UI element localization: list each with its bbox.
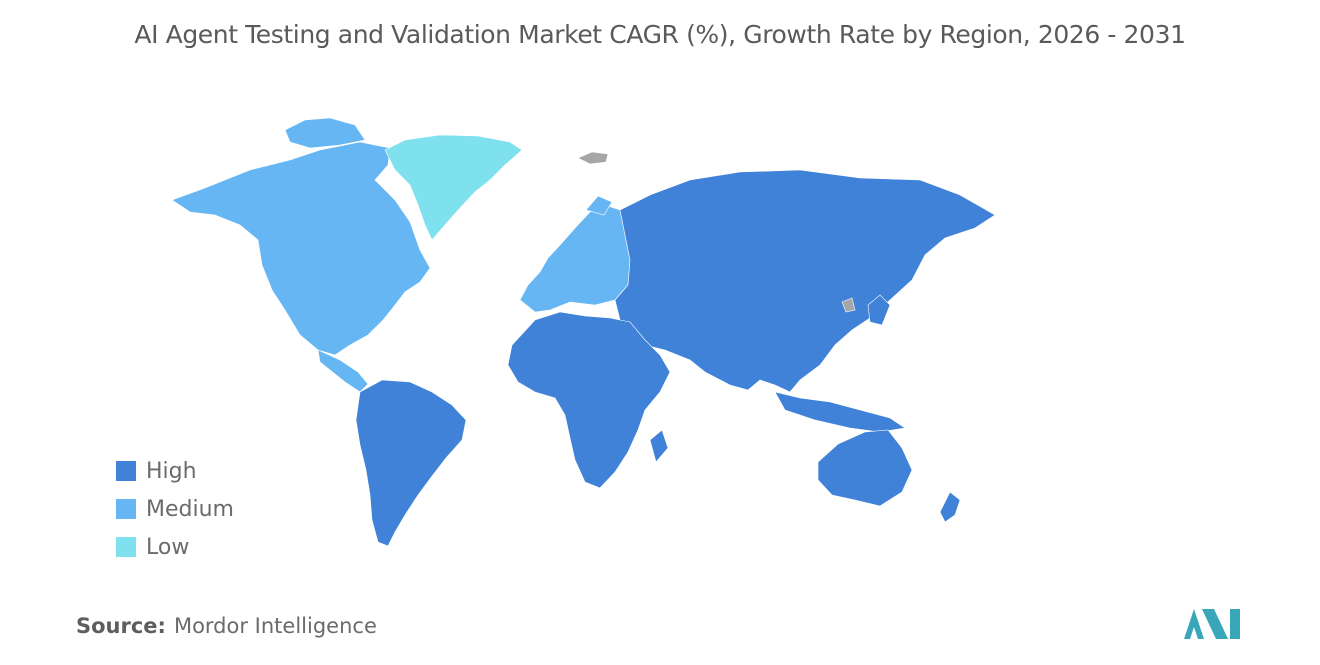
- region-oceania: [939, 491, 961, 523]
- region-russia-asia: [774, 391, 906, 433]
- legend-label-high: High: [146, 458, 197, 484]
- legend-swatch-low: [116, 537, 136, 557]
- region-north-america: [317, 349, 369, 393]
- region-greenland: [384, 134, 523, 241]
- region-no-data: [577, 151, 609, 165]
- region-north-america: [171, 141, 431, 356]
- chart-title: AI Agent Testing and Validation Market C…: [134, 20, 1186, 49]
- region-europe: [519, 204, 631, 313]
- region-middle-east-africa: [507, 311, 671, 489]
- legend-item-medium: Medium: [116, 490, 234, 528]
- map-legend: High Medium Low: [116, 452, 234, 566]
- legend-label-low: Low: [146, 534, 190, 560]
- region-oceania: [817, 429, 913, 507]
- source-value: Mordor Intelligence: [173, 614, 377, 638]
- legend-item-high: High: [116, 452, 234, 490]
- legend-swatch-high: [116, 461, 136, 481]
- region-russia-asia: [867, 294, 891, 326]
- region-russia-asia: [614, 169, 996, 393]
- legend-swatch-medium: [116, 499, 136, 519]
- region-north-america: [284, 117, 366, 149]
- region-no-data: [841, 297, 856, 313]
- mordor-logo-icon: [1184, 609, 1240, 639]
- region-latin-america: [355, 379, 467, 547]
- region-europe: [585, 195, 613, 216]
- source-label: Source:: [76, 614, 166, 638]
- region-middle-east-africa: [649, 429, 669, 463]
- source-note: Source: Mordor Intelligence: [76, 614, 377, 638]
- legend-item-low: Low: [116, 528, 234, 566]
- legend-label-medium: Medium: [146, 496, 234, 522]
